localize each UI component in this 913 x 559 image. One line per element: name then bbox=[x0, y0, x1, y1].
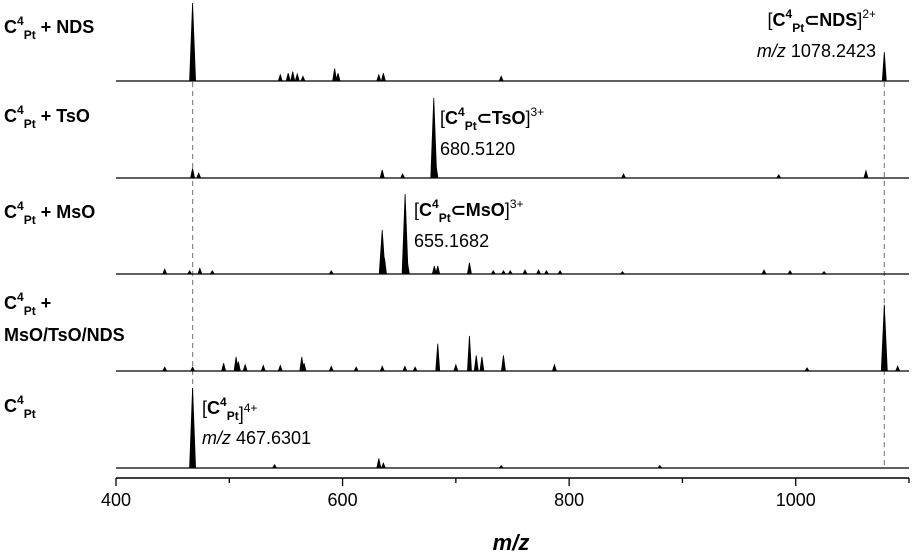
spectrum-peak bbox=[435, 343, 441, 372]
spectrum-peak bbox=[821, 270, 827, 275]
spectrum-peak bbox=[619, 270, 626, 275]
spectrum-peak bbox=[300, 75, 306, 82]
spectrum-peak bbox=[162, 366, 168, 372]
spectrum-peak bbox=[404, 261, 410, 275]
spectrum-peak bbox=[380, 462, 386, 469]
peak-annotation-formula: [C4Pt⊂NDS]2+ bbox=[768, 7, 877, 35]
peak-annotation-mz: m/z 467.6301 bbox=[202, 428, 311, 448]
spectrum-peak bbox=[328, 270, 334, 275]
spectrum-peak bbox=[379, 169, 385, 179]
peak-annotation-formula: [C4Pt⊂MsO]3+ bbox=[414, 197, 524, 225]
peak-annotation-mz: m/z 1078.2423 bbox=[757, 41, 876, 61]
spectrum-panel: C4Pt + TsO [C4Pt⊂TsO]3+ 680.5120 bbox=[4, 97, 909, 179]
x-tick-label: 400 bbox=[101, 490, 131, 510]
spectrum-label: C4Pt bbox=[4, 393, 36, 421]
spectrum-panel: C4Pt + NDS [C4Pt⊂NDS]2+ m/z 1078.2423 bbox=[4, 2, 909, 82]
spectrum-peak bbox=[221, 363, 227, 372]
x-tick-label: 800 bbox=[554, 490, 584, 510]
spectrum-peak bbox=[435, 265, 441, 275]
spectrum-peak bbox=[656, 464, 663, 469]
spectrum-peak bbox=[507, 270, 513, 275]
spectrum-peak bbox=[412, 366, 418, 372]
spectrum-panel: C4Pt + MsO/TsO/NDS bbox=[4, 290, 909, 372]
spectrum-peak bbox=[209, 270, 216, 275]
spectrum-peak bbox=[242, 363, 248, 372]
spectrum-peak bbox=[290, 71, 296, 82]
spectrum-label: C4Pt + MsO bbox=[4, 199, 95, 227]
spectrum-peak bbox=[162, 268, 168, 275]
spectrum-peak bbox=[402, 365, 408, 372]
spectrum-label: C4Pt + NDS bbox=[4, 14, 94, 42]
peak-annotation-formula: [C4Pt]4+ bbox=[202, 395, 257, 424]
spectrum-peak bbox=[197, 267, 203, 275]
spectrum-peak bbox=[235, 361, 241, 372]
spectrum-label: C4Pt + TsO bbox=[4, 103, 90, 131]
spectra-panels: C4Pt + NDS [C4Pt⊂NDS]2+m/z 1078.2423C4Pt … bbox=[4, 2, 909, 469]
spectrum-peak bbox=[500, 355, 506, 372]
spectrum-peak bbox=[467, 335, 472, 372]
spectrum-peak bbox=[787, 270, 793, 275]
spectrum-peak bbox=[479, 356, 485, 372]
spectrum-peak bbox=[190, 168, 196, 179]
spectrum-peak bbox=[189, 387, 196, 469]
spectrum-peak bbox=[535, 269, 542, 275]
spectrum-peak bbox=[196, 172, 202, 179]
spectrum-peak bbox=[895, 365, 901, 372]
spectrum-peak bbox=[543, 270, 550, 275]
spectrum-peak bbox=[620, 173, 627, 179]
spectrum-label-line2: MsO/TsO/NDS bbox=[4, 325, 125, 345]
spectrum-peak bbox=[376, 458, 382, 469]
spectrum-peak bbox=[380, 73, 386, 82]
peak-annotation-mz: 655.1682 bbox=[414, 231, 489, 251]
spectrum-peak bbox=[335, 73, 341, 82]
x-axis-title: m/z bbox=[493, 530, 530, 555]
spectrum-peak bbox=[189, 366, 196, 372]
spectrum-peak bbox=[557, 270, 563, 275]
x-axis: 400 600 800 1000 bbox=[101, 477, 910, 510]
spectrum-peak bbox=[399, 173, 406, 179]
spectrum-peak bbox=[453, 363, 459, 372]
spectrum-peak bbox=[498, 464, 505, 469]
spectrum-peak bbox=[260, 364, 266, 372]
spectrum-peak bbox=[500, 270, 507, 275]
spectrum-peak bbox=[301, 363, 307, 372]
spectrum-peak bbox=[863, 169, 869, 179]
spectrum-peak bbox=[804, 367, 810, 372]
spectrum-peak bbox=[376, 73, 382, 82]
spectrum-peak bbox=[466, 262, 472, 275]
spectrum-panel: C4Pt [C4Pt]4+ m/z 467.6301 bbox=[4, 387, 909, 469]
spectrum-peak bbox=[775, 174, 782, 179]
x-tick-label: 600 bbox=[328, 490, 358, 510]
spectrum-peak bbox=[332, 68, 338, 82]
peak-annotation-formula: [C4Pt⊂TsO]3+ bbox=[440, 105, 544, 133]
peak-annotation-mz: 680.5120 bbox=[440, 139, 515, 159]
spectrum-peak bbox=[277, 364, 283, 372]
spectrum-peak bbox=[431, 265, 437, 275]
spectrum-peak bbox=[522, 269, 528, 275]
spectrum-peak bbox=[285, 73, 291, 82]
spectrum-peak bbox=[186, 270, 193, 275]
spectrum-peak bbox=[498, 75, 504, 82]
spectrum-peak bbox=[379, 365, 385, 372]
spectrum-peak bbox=[382, 257, 387, 275]
spectrum-peak bbox=[189, 2, 196, 82]
spectrum-peak bbox=[881, 52, 887, 82]
spectrum-peak bbox=[490, 270, 496, 275]
spectrum-peak bbox=[551, 363, 557, 372]
spectrum-peak bbox=[353, 366, 359, 372]
spectrum-peak bbox=[294, 72, 300, 82]
spectrum-peak bbox=[880, 304, 888, 372]
spectrum-peak bbox=[473, 355, 479, 372]
x-tick-label: 1000 bbox=[776, 490, 816, 510]
spectrum-peak bbox=[328, 365, 334, 372]
spectrum-label: C4Pt + bbox=[4, 290, 51, 318]
spectrum-peak bbox=[433, 165, 439, 179]
spectrum-peak bbox=[761, 269, 767, 275]
spectrum-peak bbox=[277, 73, 283, 82]
spectrum-panel: C4Pt + MsO [C4Pt⊂MsO]3+ 655.1682 bbox=[4, 193, 909, 275]
spectrum-peak bbox=[271, 464, 278, 469]
